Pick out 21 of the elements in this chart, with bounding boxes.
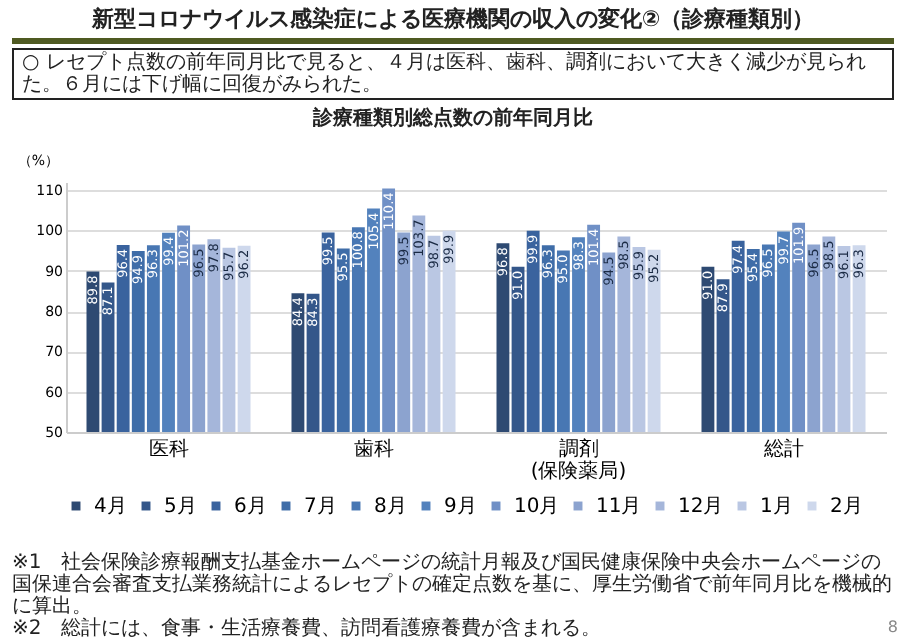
legend-label: 1月: [760, 496, 793, 518]
text: 8: [887, 618, 898, 636]
legend-label: 4月: [94, 496, 127, 518]
x-tick-label: 総計: [761, 437, 804, 461]
legend-label: 5月: [164, 496, 197, 518]
legend-label: 9月: [444, 496, 477, 518]
legend-label: 6月: [234, 496, 267, 518]
chart-subtitle: 診療種類別総点数の前年同月比: [310, 105, 595, 132]
x-tick-label: 歯科: [353, 437, 394, 461]
legend-label: 11月: [596, 496, 642, 518]
chart-title: 新型コロナウイルス感染症による医療機関の収入の変化②（診療種類別）: [12, 4, 894, 44]
text: ※2 総計には、食事・生活療養費、訪問看護療養費が含まれる。: [12, 618, 602, 640]
legend-label: 2月: [830, 496, 863, 518]
legend-label: 8月: [374, 496, 407, 518]
legend-label: 12月: [678, 496, 724, 518]
x-tick-label: 医科: [148, 437, 189, 461]
x-tick-label: 調剤 (保険薬局): [530, 437, 627, 483]
legend-label: 7月: [304, 496, 337, 518]
legend-label: 10月: [514, 496, 560, 518]
text: ※1 社会保険診療報酬支払基金ホームページの統計月報及び国民健康保険中央会ホームページの国保連合会審査支払業務統計によるレセプトの確定点数を基に、厚生労働省で前年同月比を機械的に算出。: [12, 552, 894, 618]
text: ○ レセプト点数の前年同月比で見ると、４月は医科、歯科、調剤において大きく減少が見られた。６月には下げ幅に回復がみられた。: [12, 48, 894, 100]
